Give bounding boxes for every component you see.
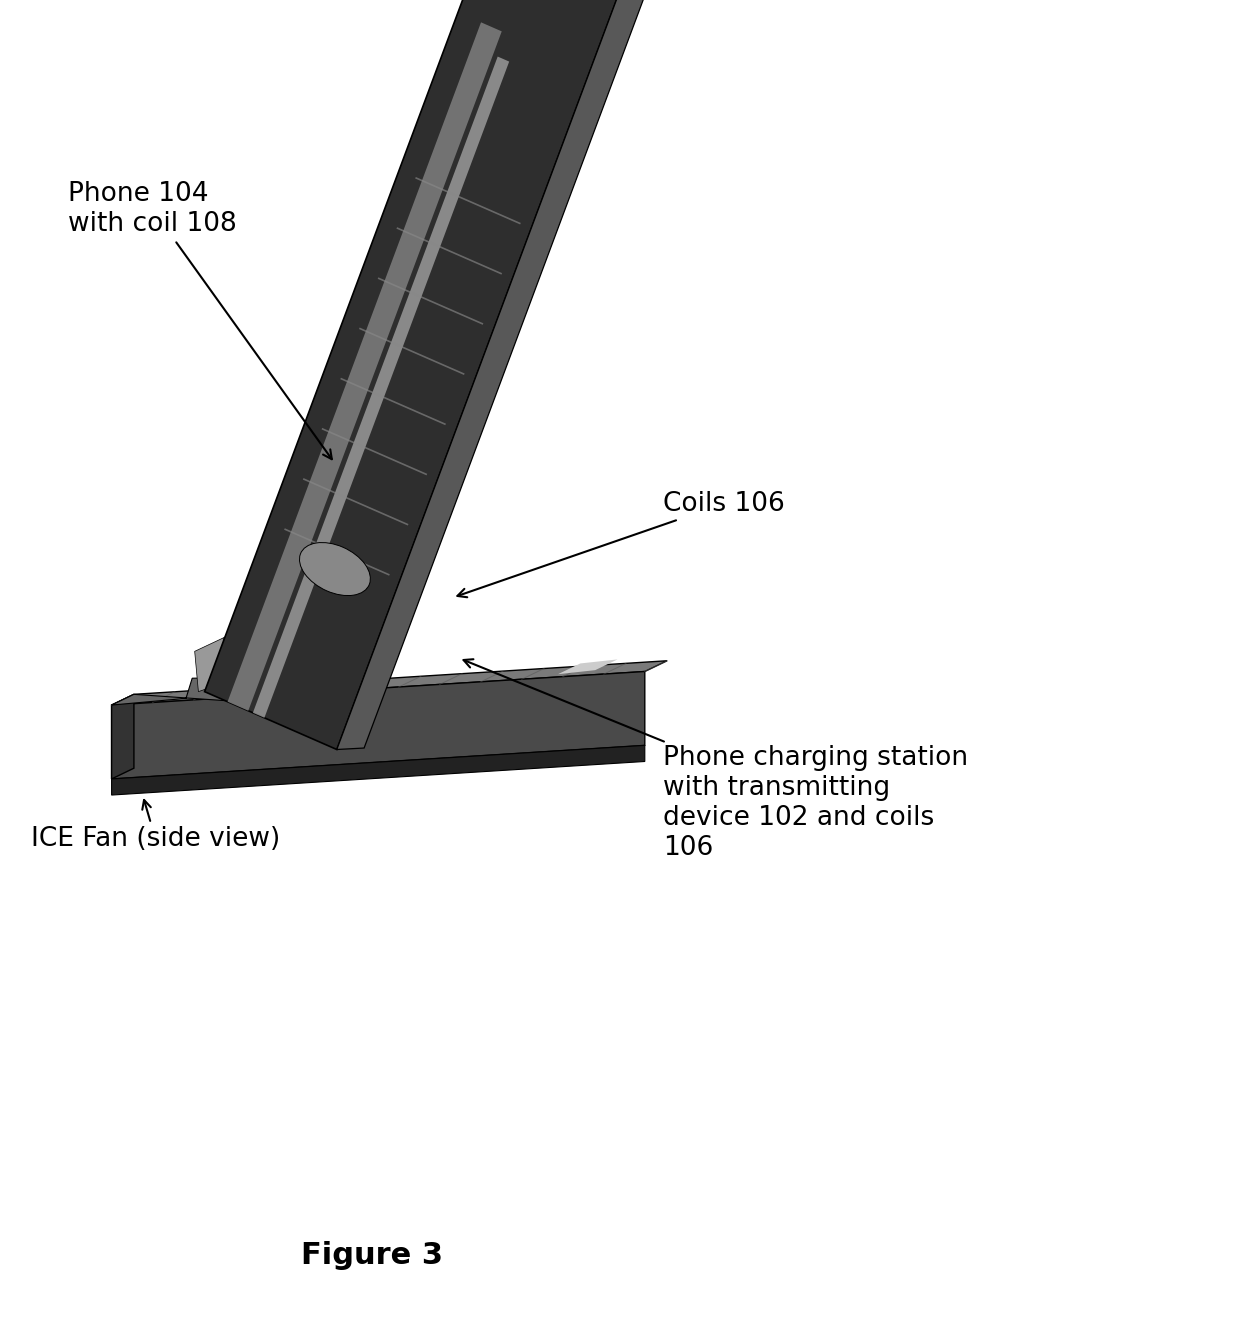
Polygon shape xyxy=(253,56,510,717)
Text: Figure 3: Figure 3 xyxy=(301,1241,443,1270)
Polygon shape xyxy=(228,23,502,710)
Polygon shape xyxy=(205,0,625,749)
Text: Phone charging station
with transmitting
device 102 and coils
106: Phone charging station with transmitting… xyxy=(464,659,968,861)
Polygon shape xyxy=(337,0,652,749)
Polygon shape xyxy=(195,638,229,692)
Polygon shape xyxy=(112,661,667,705)
Polygon shape xyxy=(112,672,645,779)
Text: ICE Fan (side view): ICE Fan (side view) xyxy=(31,800,280,853)
Polygon shape xyxy=(112,745,645,795)
Text: Phone 104
with coil 108: Phone 104 with coil 108 xyxy=(68,181,332,459)
Polygon shape xyxy=(223,618,267,681)
Polygon shape xyxy=(112,694,134,779)
Polygon shape xyxy=(558,659,618,674)
Text: Coils 106: Coils 106 xyxy=(458,490,785,598)
Ellipse shape xyxy=(300,543,371,595)
Polygon shape xyxy=(112,676,365,709)
